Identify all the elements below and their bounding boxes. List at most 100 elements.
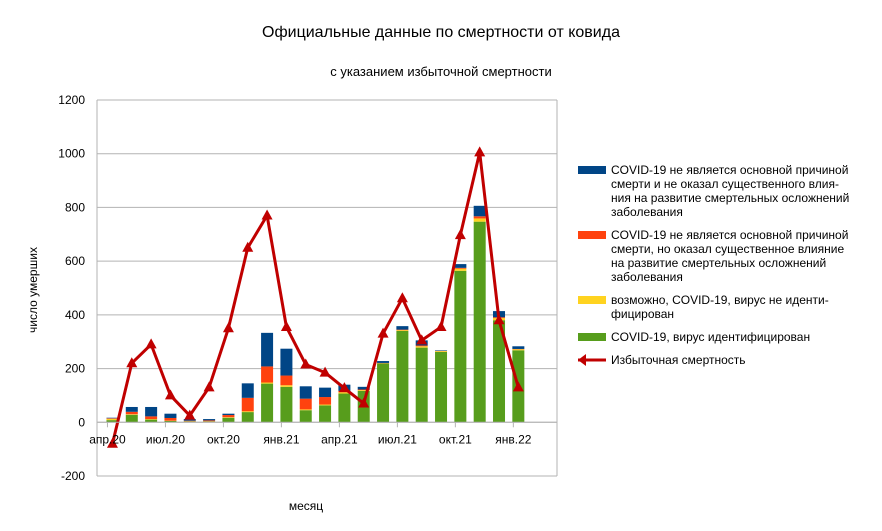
legend-label: фицирован <box>611 307 674 321</box>
line-path <box>111 150 520 445</box>
chart-subtitle: с указанием избыточной смертности <box>330 64 551 79</box>
bar-segment <box>145 419 158 420</box>
bar-segment <box>454 270 467 423</box>
excess-mortality-line <box>106 146 524 448</box>
bar-segment <box>319 405 332 423</box>
y-tick-label: 800 <box>65 200 85 214</box>
legend-label: заболевания <box>611 270 683 284</box>
bar-segment <box>164 417 177 421</box>
bars <box>106 205 525 423</box>
bar-segment <box>357 386 370 390</box>
line-marker <box>416 334 428 345</box>
bar-segment <box>299 410 312 423</box>
line-marker <box>435 320 447 331</box>
x-tick-label: окт.20 <box>207 432 240 446</box>
bar-segment <box>319 397 332 405</box>
bar-segment <box>125 411 138 415</box>
bar-segment <box>203 419 216 421</box>
legend-swatch <box>578 231 606 239</box>
bar-segment <box>512 346 525 349</box>
line-marker <box>164 389 176 400</box>
bar-segment <box>435 350 448 351</box>
bar-segment <box>280 348 293 376</box>
bar-segment <box>280 385 293 387</box>
bar-segment <box>299 386 312 399</box>
bar-segment <box>454 264 467 268</box>
bar-segment <box>396 329 409 331</box>
bar-segment <box>222 417 235 423</box>
bar-segment <box>435 351 448 423</box>
bar-segment <box>415 347 428 423</box>
line-marker <box>203 381 215 392</box>
bar-segment <box>473 205 486 217</box>
bar-segment <box>145 416 158 420</box>
legend-swatch <box>578 333 606 341</box>
line-marker <box>184 409 196 420</box>
bar-segment <box>261 366 274 383</box>
bar-segment <box>454 268 467 271</box>
bar-segment <box>435 351 448 352</box>
y-tick-label: 200 <box>65 362 85 376</box>
bar-segment <box>145 419 158 423</box>
bar-segment <box>396 330 409 423</box>
bar-segment <box>299 409 312 411</box>
bar-segment <box>415 345 428 347</box>
x-tick-label: янв.21 <box>263 432 300 446</box>
bar-segment <box>106 417 119 419</box>
legend-label: Избыточная смертность <box>611 353 746 367</box>
bar-segment <box>338 392 351 394</box>
bar-segment <box>222 413 235 416</box>
line-marker <box>106 437 118 448</box>
bar-segment <box>183 419 196 421</box>
legend-label: заболевания <box>611 205 683 219</box>
bar-segment <box>106 418 119 421</box>
x-tick-label: апр.20 <box>89 432 126 446</box>
bar-segment <box>473 216 486 219</box>
line-marker <box>454 229 466 240</box>
y-tick-label: 0 <box>78 415 85 429</box>
x-tick-label: окт.21 <box>439 432 472 446</box>
chart-title: Официальные данные по смертности от кови… <box>262 24 620 41</box>
legend-marker <box>578 354 586 366</box>
line-marker <box>358 397 370 408</box>
x-tick-label: апр.21 <box>321 432 358 446</box>
bar-segment <box>106 420 119 423</box>
bar-segment <box>357 390 370 391</box>
bar-segment <box>125 406 138 412</box>
line-marker <box>396 292 408 303</box>
bar-segment <box>222 415 235 418</box>
bar-segment <box>241 383 254 398</box>
bar-segment <box>125 414 138 423</box>
legend-label: смерти и не оказал существенного влия- <box>611 177 839 191</box>
x-axis-label: месяц <box>289 499 323 513</box>
legend-label: COVID-19, вирус идентифицирован <box>611 330 810 344</box>
bar-segment <box>396 326 409 330</box>
line-marker <box>242 241 254 252</box>
line-marker <box>280 320 292 331</box>
line-marker <box>300 358 312 369</box>
legend-label: возможно, COVID-19, вирус не иденти- <box>611 293 829 307</box>
bar-segment <box>261 332 274 367</box>
y-tick-label: 1000 <box>58 147 85 161</box>
bar-segment <box>357 389 370 391</box>
bar-segment <box>203 420 216 422</box>
bar-segment <box>454 267 467 269</box>
bar-segment <box>145 406 158 417</box>
bar-segment <box>222 417 235 418</box>
y-tick-label: 600 <box>65 254 85 268</box>
bar-segment <box>493 320 506 423</box>
line-marker <box>222 322 234 333</box>
bar-segment <box>261 383 274 423</box>
x-tick-label: янв.22 <box>495 432 532 446</box>
legend-label: на развитие смертельных осложнений <box>611 256 826 270</box>
bar-segment <box>473 218 486 222</box>
bar-segment <box>125 414 138 415</box>
bar-segment <box>319 404 332 406</box>
legend: COVID-19 не является основной причинойсм… <box>578 163 849 367</box>
x-tick-label: июл.21 <box>378 432 417 446</box>
legend-label: смерти, но оказал существенное влияние <box>611 242 844 256</box>
bar-segment <box>261 382 274 384</box>
y-axis-label: число умерших <box>26 247 40 333</box>
y-tick-label: 1200 <box>58 93 85 107</box>
